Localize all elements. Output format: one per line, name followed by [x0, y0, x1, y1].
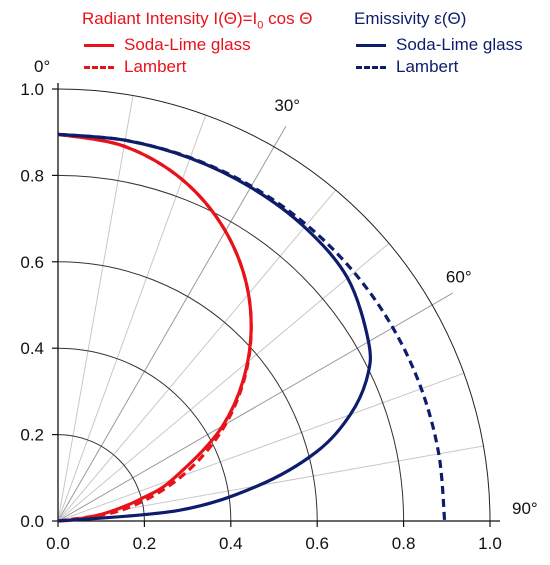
series-line-emissivity-lambert	[57, 132, 447, 522]
legend-title-emissivity: Emissivity ε(Θ)	[354, 9, 467, 28]
angle-label-30: 30°	[274, 96, 300, 115]
legend-label: Soda-Lime glass	[396, 35, 523, 54]
y-tick-label: 1.0	[20, 80, 44, 99]
x-tick-label: 0.2	[133, 534, 157, 553]
x-tick-label: 0.4	[219, 534, 243, 553]
x-tick-label: 0.6	[305, 534, 329, 553]
axes	[52, 83, 500, 527]
legend-title-radiant-intensity: Radiant Intensity I(Θ)=I0 cos Θ	[82, 9, 313, 32]
y-tick-label: 0.8	[20, 166, 44, 185]
radius-arc-1	[57, 434, 145, 522]
angle-gridline-10	[57, 95, 134, 522]
legend-swatch-dashed-blue	[356, 66, 386, 69]
legend-label: Soda-Lime glass	[124, 35, 251, 54]
angle-gridline-20	[57, 114, 207, 522]
angle-gridline-40	[57, 189, 337, 522]
legend-swatch-solid-red	[84, 44, 114, 47]
angle-label-90: 90°	[512, 499, 538, 518]
grid-lines	[57, 88, 491, 522]
angle-label-60: 60°	[446, 268, 472, 287]
angle-gridline-80	[57, 445, 484, 522]
y-tick-label: 0.4	[20, 339, 44, 358]
angle-label-0: 0°	[34, 57, 50, 76]
radius-arc-4	[57, 174, 405, 522]
y-tick-label: 0.0	[20, 512, 44, 531]
angle-gridline-60	[57, 292, 453, 522]
tick-labels: 0.0 0.2 0.4 0.6 0.8 1.0 0.0 0.2 0.4 0.6 0.8 1.0	[20, 80, 501, 553]
angle-gridline-70	[57, 372, 465, 522]
angle-gridline-50	[57, 242, 390, 522]
legend-swatch-solid-blue	[356, 44, 386, 47]
x-tick-label: 0.0	[46, 534, 70, 553]
series-lines	[57, 132, 447, 523]
legend-label: Lambert	[124, 57, 187, 76]
radius-arc-3	[57, 261, 318, 522]
angle-labels: 0° 30° 60° 90°	[34, 57, 538, 518]
legend-radiant-intensity: Radiant Intensity I(Θ)=I0 cos Θ Soda-Lim…	[82, 9, 313, 76]
radius-arc-5	[57, 88, 491, 522]
series-line-emissivity-soda-lime-glass	[57, 132, 372, 523]
x-tick-label: 1.0	[478, 534, 502, 553]
legend-swatch-dashed-red	[84, 66, 114, 69]
x-tick-label: 0.8	[392, 534, 416, 553]
angle-gridline-30	[57, 126, 287, 522]
legend-emissivity: Emissivity ε(Θ) Soda-Lime glass Lambert	[354, 9, 523, 76]
radius-arc-2	[57, 347, 232, 522]
series-line-radiant-intensity-soda-lime-glass	[57, 132, 253, 523]
legend-label: Lambert	[396, 57, 459, 76]
y-tick-label: 0.2	[20, 426, 44, 445]
y-tick-label: 0.6	[20, 253, 44, 272]
series-line-radiant-intensity-lambert	[57, 132, 253, 523]
